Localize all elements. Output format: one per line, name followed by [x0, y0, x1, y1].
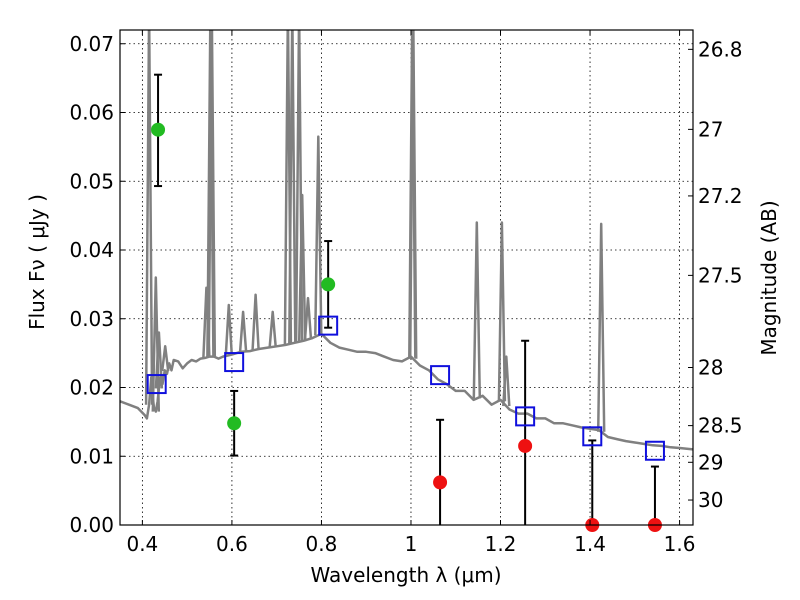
x-tick-label: 0.6 [216, 532, 248, 556]
emission-line [502, 355, 511, 407]
emission-line [154, 331, 164, 389]
x-tick-label: 0.8 [306, 532, 338, 556]
emission-line [596, 222, 606, 432]
nondetection-point [433, 475, 448, 490]
emission-line [207, 30, 217, 357]
emission-line [472, 221, 482, 399]
model-flux-box [146, 374, 167, 395]
x-tick-label: 1.2 [485, 532, 517, 556]
x-tick-label: 1.6 [664, 532, 696, 556]
model-flux-box [430, 365, 451, 386]
emission-line [497, 221, 507, 402]
y-axis-label: Flux Fν ( μJy ) [25, 194, 49, 330]
emission-line [251, 293, 260, 350]
detection-point [151, 122, 166, 137]
spectrum-continuum-line [120, 332, 693, 451]
plot-frame [119, 29, 694, 526]
y-tick-label: 0.00 [69, 513, 114, 537]
y-tick-label: 0.01 [69, 444, 114, 468]
mag-tick-label: 27 [698, 117, 723, 141]
mag-tick-label: 27.2 [698, 184, 743, 208]
emission-line [288, 30, 297, 344]
emission-line [206, 30, 215, 357]
emission-line [238, 310, 248, 352]
mag-tick-label: 30 [698, 488, 723, 512]
y-tick-label: 0.05 [69, 169, 114, 193]
y-tick-label: 0.03 [69, 307, 114, 331]
nondetection-point [518, 438, 533, 453]
emission-line [224, 303, 234, 356]
mag-tick-label: 28 [698, 355, 723, 379]
data-markers [146, 73, 665, 532]
y-tick-label: 0.06 [69, 101, 114, 125]
model-flux-box [515, 406, 536, 427]
y-tick-label: 0.02 [69, 376, 114, 400]
emission-line [314, 135, 323, 336]
model-flux-box [582, 426, 603, 447]
emission-line [408, 30, 418, 359]
y-tick-label: 0.04 [69, 238, 114, 262]
x-axis-label: Wavelength λ (μm) [310, 563, 501, 587]
emission-line [303, 296, 313, 340]
model-flux-box [224, 352, 245, 373]
emission-line [144, 30, 154, 405]
mag-tick-label: 27.5 [698, 263, 743, 287]
y-tick-label: 0.07 [69, 32, 114, 56]
x-tick-label: 1 [405, 532, 418, 556]
model-flux-box [644, 440, 665, 461]
emission-line [268, 310, 277, 348]
model-flux-box [318, 315, 339, 336]
emission-line [297, 193, 307, 342]
detection-point [321, 277, 336, 292]
plot-background [120, 30, 693, 525]
plot-area [120, 30, 693, 451]
x-tick-label: 1.4 [574, 532, 606, 556]
mag-tick-label: 28.5 [698, 414, 743, 438]
mag-tick-label: 29 [698, 450, 723, 474]
x-tick-label: 0.4 [126, 532, 158, 556]
emission-line [160, 345, 170, 372]
axes: 0.4 0.6 0.8 1 1.2 1.4 1.6 0.00 0.01 0.02 0.03 0.04 0… [69, 30, 743, 556]
y2-axis-label: Magnitude (AB) [757, 200, 781, 355]
mag-tick-label: 26.8 [698, 37, 743, 61]
detection-point [227, 416, 242, 431]
